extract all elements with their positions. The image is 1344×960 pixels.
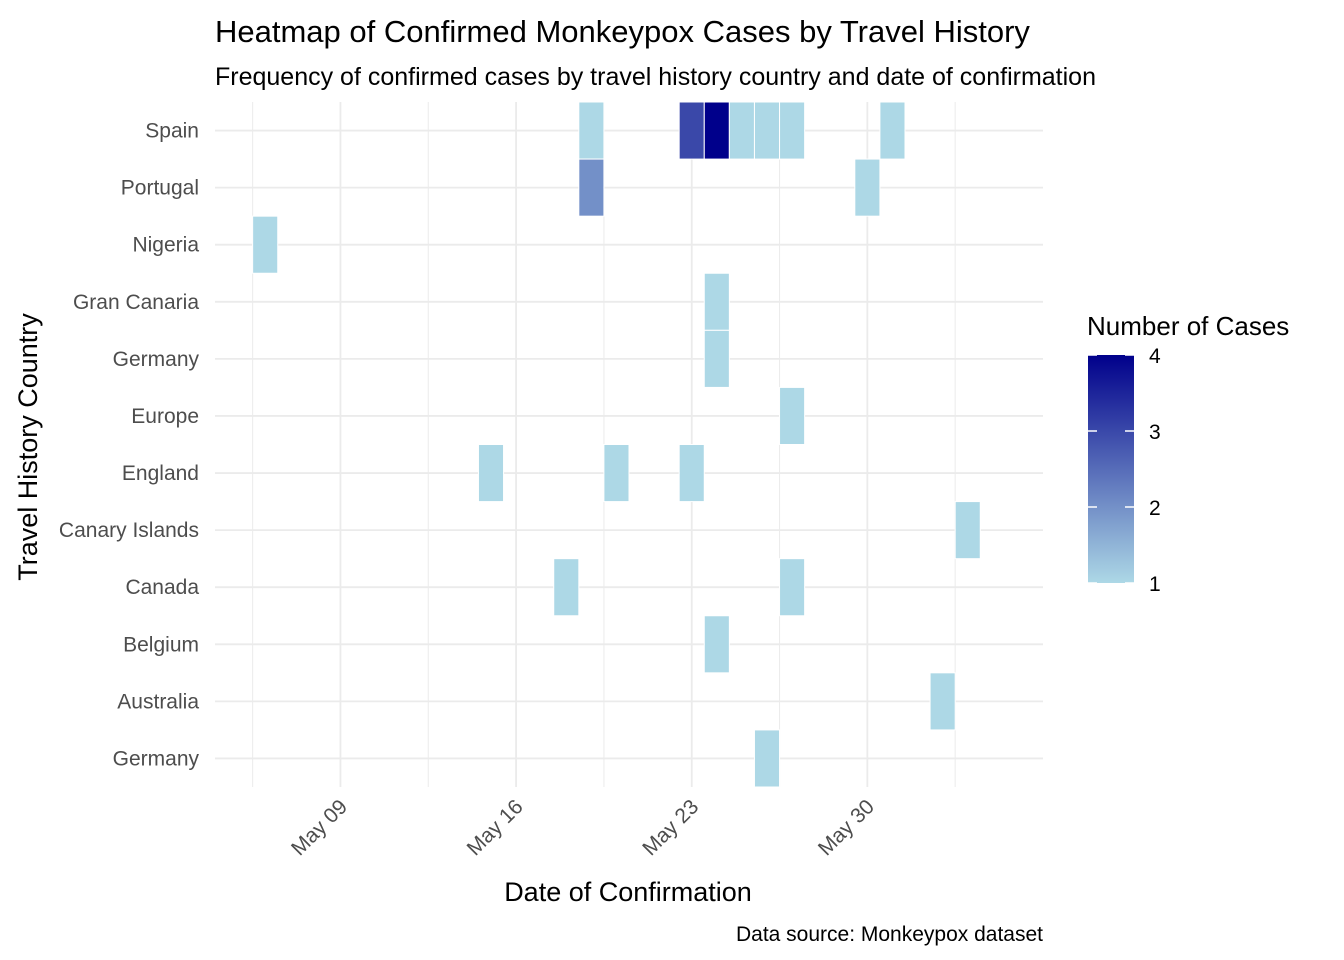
y-tick-label: Canada: [125, 576, 199, 599]
heatmap-cell: [954, 501, 981, 560]
y-tick-label: Belgium: [123, 633, 199, 656]
legend: Number of Cases 1 2 3 4: [1087, 311, 1289, 596]
x-axis-ticks: May 09 May 16 May 23 May 30: [287, 795, 879, 860]
heatmap-cells: [252, 101, 981, 788]
heatmap-cell: [703, 101, 730, 160]
legend-colorbar: [1088, 355, 1134, 583]
legend-title: Number of Cases: [1087, 311, 1289, 341]
heatmap-cell: [879, 101, 906, 160]
heatmap-cell: [779, 558, 806, 617]
legend-tick-label: 1: [1149, 573, 1161, 596]
heatmap-cell: [703, 615, 730, 674]
heatmap-cell: [678, 101, 705, 160]
heatmap-cell: [252, 215, 279, 274]
y-tick-label: Europe: [131, 405, 199, 428]
y-tick-label: Portugal: [121, 177, 199, 200]
y-tick-label: Canary Islands: [59, 519, 199, 542]
legend-tick-label: 4: [1149, 345, 1161, 368]
heatmap-cell: [578, 158, 605, 217]
heatmap-cell: [703, 329, 730, 388]
legend-tick-label: 3: [1149, 421, 1161, 444]
heatmap-cell: [753, 101, 781, 160]
heatmap-cell: [553, 558, 580, 617]
y-tick-label: Nigeria: [132, 234, 199, 257]
y-tick-label: Spain: [145, 120, 199, 143]
y-axis-label: Travel History Country: [13, 313, 43, 581]
chart-caption: Data source: Monkeypox dataset: [736, 923, 1043, 946]
heatmap-cell: [578, 101, 605, 160]
heatmap-cell: [854, 158, 881, 217]
heatmap-cell: [929, 672, 956, 731]
chart-title: Heatmap of Confirmed Monkeypox Cases by …: [215, 14, 1030, 49]
heatmap-cell: [477, 444, 505, 503]
heatmap-cell: [779, 101, 806, 160]
legend-tick-label: 2: [1149, 497, 1161, 520]
heatmap-cell: [753, 729, 781, 788]
grid: [215, 102, 1043, 787]
y-tick-label: Gran Canaria: [73, 291, 199, 314]
y-axis-ticks: Spain Portugal Nigeria Gran Canaria Germany E…: [59, 120, 200, 771]
heatmap-cell: [678, 444, 705, 503]
x-tick-label: May 16: [463, 795, 528, 860]
x-tick-label: May 30: [814, 795, 879, 860]
legend-ticks: 1 2 3 4: [1088, 345, 1161, 596]
y-tick-label: England: [122, 462, 199, 485]
x-axis-label: Date of Confirmation: [504, 877, 752, 907]
heatmap-cell: [603, 444, 630, 503]
y-tick-label: Germany: [113, 747, 200, 770]
heatmap-cell: [779, 386, 806, 445]
heatmap-cell: [703, 272, 730, 331]
x-tick-label: May 09: [287, 795, 352, 860]
heatmap-cell: [728, 101, 755, 160]
y-tick-label: Germany: [113, 348, 200, 371]
chart-subtitle: Frequency of confirmed cases by travel h…: [215, 63, 1096, 91]
y-tick-label: Australia: [117, 690, 199, 713]
x-tick-label: May 23: [638, 795, 703, 860]
